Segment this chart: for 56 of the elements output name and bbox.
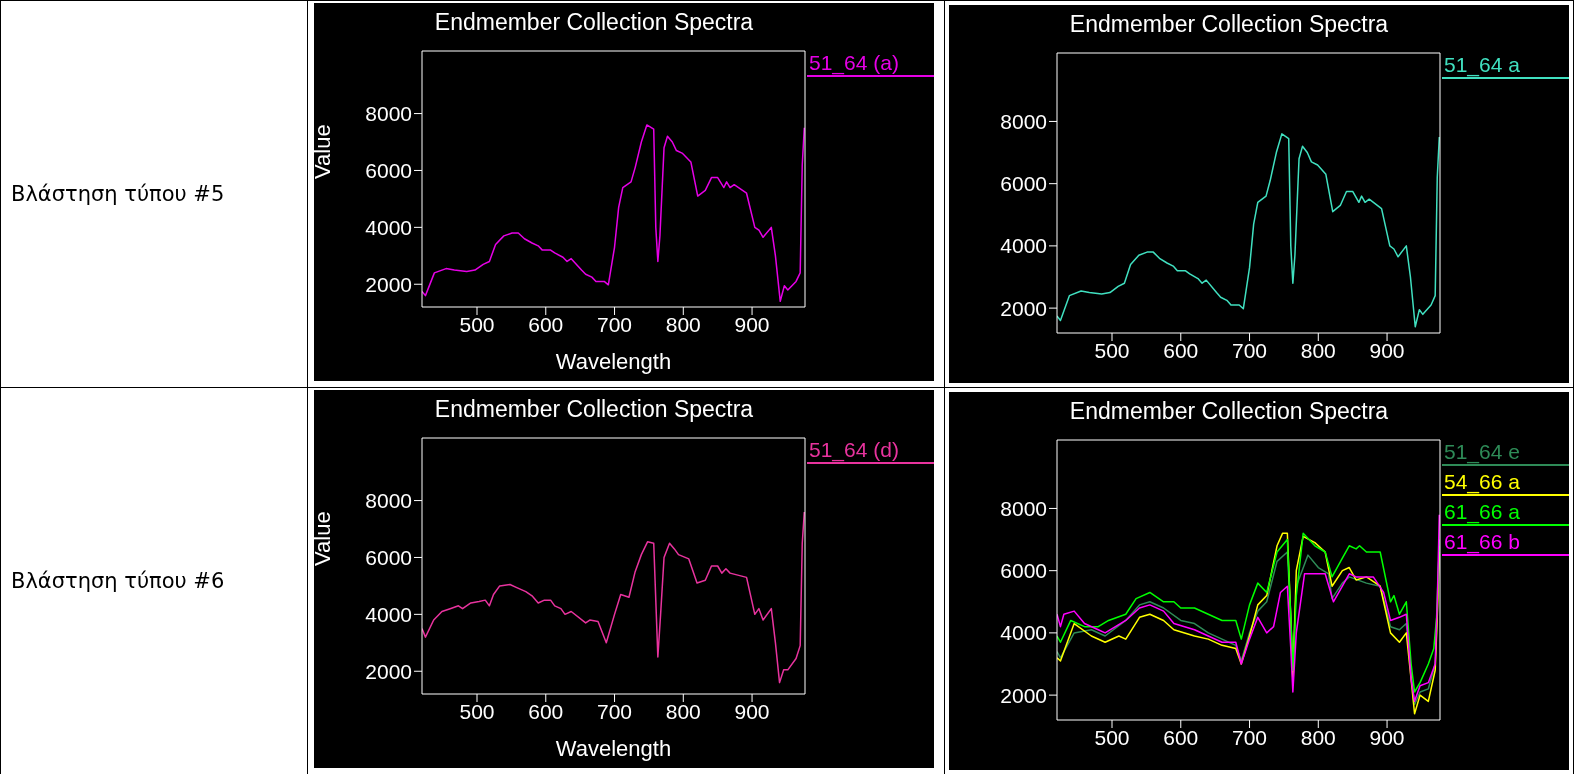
y-tick-label: 4000	[1000, 234, 1047, 258]
y-tick-label: 4000	[1000, 621, 1047, 645]
x-tick-label: 600	[1163, 338, 1199, 362]
y-tick-label: 6000	[365, 158, 412, 182]
x-axis-title: Wavelength	[555, 736, 672, 761]
x-axis-title: Wavelength	[555, 349, 672, 374]
x-tick-label: 500	[459, 312, 495, 336]
y-axis-title: Value	[309, 124, 335, 179]
chart-title: Endmember Collection Spectra	[433, 396, 755, 423]
x-tick-label: 500	[1094, 725, 1130, 749]
y-tick-label: 2000	[1000, 683, 1047, 707]
y-tick-label: 6000	[1000, 172, 1047, 196]
x-tick-label: 700	[1232, 725, 1268, 749]
x-tick-label: 700	[597, 699, 633, 723]
text: 51_64 (a)	[807, 51, 934, 77]
y-tick-label: 2000	[1000, 296, 1047, 320]
x-tick-label: 900	[1369, 725, 1405, 749]
x-tick-label: 600	[528, 699, 564, 723]
text: Βλάστηση τύπου #6	[11, 569, 226, 593]
y-tick-label: 8000	[365, 489, 412, 513]
text: 54_66 a	[1442, 470, 1569, 496]
x-tick-label: 900	[734, 312, 770, 336]
x-tick-label: 700	[597, 312, 633, 336]
y-tick-label: 8000	[1000, 109, 1047, 133]
chart-title: Endmember Collection Spectra	[1068, 11, 1390, 38]
x-tick-label: 500	[459, 699, 495, 723]
x-tick-label: 800	[665, 312, 701, 336]
series-label: 61_66 b	[1442, 530, 1569, 556]
y-tick-label: 4000	[365, 602, 412, 626]
x-tick-label: 800	[1300, 338, 1336, 362]
x-tick-label: 700	[1232, 338, 1268, 362]
text: 51_64 e	[1442, 440, 1569, 466]
series-label: 61_66 a	[1442, 500, 1569, 526]
y-tick-label: 6000	[1000, 559, 1047, 583]
y-tick-label: 2000	[365, 659, 412, 683]
line-series	[422, 511, 805, 684]
line-series	[422, 124, 805, 303]
text: 51_64 a	[1442, 53, 1569, 79]
x-tick-label: 800	[1300, 725, 1336, 749]
x-tick-label: 600	[528, 312, 564, 336]
x-tick-label: 900	[1369, 338, 1405, 362]
y-tick-label: 4000	[365, 215, 412, 239]
y-tick-label: 2000	[365, 272, 412, 296]
y-tick-label: 6000	[365, 545, 412, 569]
text: Βλάστηση τύπου #5	[11, 182, 226, 206]
line-series	[1057, 133, 1440, 328]
x-tick-label: 500	[1094, 338, 1130, 362]
chart-title: Endmember Collection Spectra	[433, 9, 755, 36]
y-tick-label: 8000	[1000, 496, 1047, 520]
text: 51_64 (d)	[807, 438, 934, 464]
chart-title: Endmember Collection Spectra	[1068, 398, 1390, 425]
x-tick-label: 900	[734, 699, 770, 723]
y-axis-title: Value	[309, 511, 335, 566]
y-tick-label: 8000	[365, 102, 412, 126]
x-tick-label: 800	[665, 699, 701, 723]
x-tick-label: 600	[1163, 725, 1199, 749]
